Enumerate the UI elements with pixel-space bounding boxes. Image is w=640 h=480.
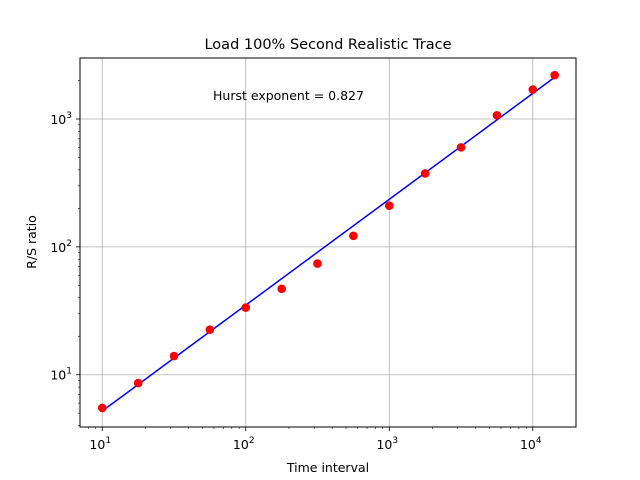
y-axis-ticks: 101 102 103	[50, 80, 80, 426]
data-points	[97, 70, 559, 413]
data-point	[420, 169, 430, 178]
chart-title: Load 100% Second Realistic Trace	[204, 37, 451, 53]
data-point	[241, 303, 251, 312]
data-point	[97, 403, 107, 413]
grid	[80, 58, 576, 427]
data-point	[169, 351, 179, 361]
x-tick-label: 104	[520, 436, 542, 452]
data-point	[277, 284, 286, 294]
data-point	[205, 325, 215, 334]
data-point	[313, 259, 322, 268]
data-point	[492, 110, 502, 120]
data-point	[550, 70, 559, 80]
hurst-annotation: Hurst exponent = 0.827	[213, 88, 364, 103]
fit-line	[101, 76, 556, 412]
data-point	[133, 378, 143, 388]
x-axis-label: Time interval	[286, 460, 369, 475]
data-point	[384, 201, 394, 210]
data-point	[528, 85, 538, 94]
x-tick-label: 101	[89, 436, 111, 452]
x-tick-label: 103	[376, 436, 398, 452]
plot-frame	[79, 57, 577, 428]
fit-line-layer	[101, 76, 556, 412]
y-tick-label: 101	[50, 367, 72, 383]
data-point	[456, 143, 466, 152]
data-point	[349, 231, 358, 241]
y-tick-label: 103	[50, 111, 72, 127]
y-tick-label: 102	[50, 239, 72, 255]
x-axis-ticks: 101 102 103 104	[88, 427, 542, 452]
y-axis-label: R/S ratio	[24, 215, 39, 269]
x-tick-label: 102	[233, 436, 255, 452]
